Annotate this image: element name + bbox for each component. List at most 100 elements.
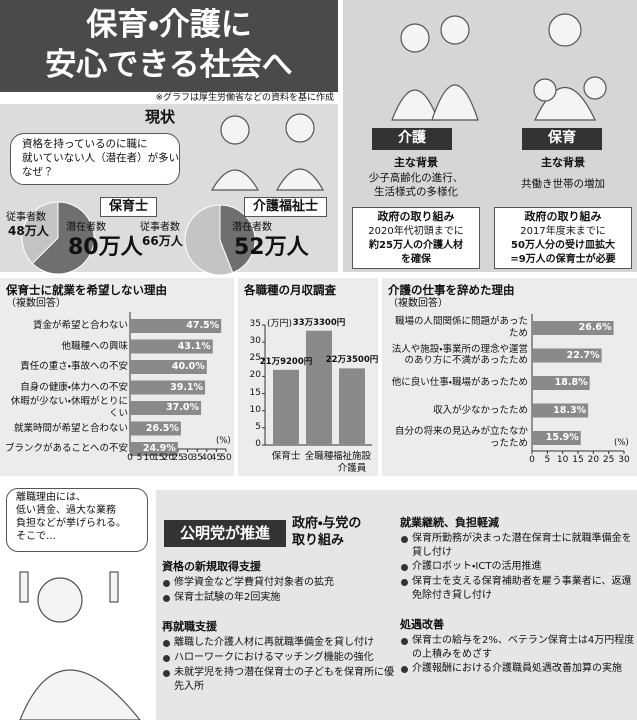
x-tick-label: 保育士	[271, 451, 301, 462]
bar-label: 収入が少なかったため	[432, 404, 528, 416]
source-note: ※グラフは厚生労働省などの資料を基に作成	[155, 93, 334, 103]
x-tick-label: 45	[210, 453, 223, 463]
bar	[130, 319, 222, 333]
x-tick-label: 40	[201, 453, 213, 463]
pie-value-label: 52万人	[234, 235, 309, 260]
x-tick-label: 10	[143, 453, 155, 463]
x-tick-label: 30	[181, 453, 194, 463]
speech-line: 低い賃金、過大な業務	[16, 505, 116, 516]
x-tick-label: 20	[587, 455, 600, 465]
value-label: 26.6%	[578, 322, 612, 333]
care-bg-line: 生活様式の多様化	[374, 186, 458, 198]
bar	[532, 376, 590, 390]
care-bg-heading: 主な背景	[394, 156, 438, 169]
value-label: 18.8%	[554, 377, 588, 388]
y-tick-label: 0	[255, 439, 261, 449]
bar	[130, 360, 207, 374]
value-label: 22万3500円	[325, 355, 379, 366]
x-tick-label: 15	[153, 453, 165, 463]
pie-category: 従事者数	[140, 222, 180, 233]
bar	[339, 368, 365, 445]
bar-label: 自分の将来の見込みが立たなかったため	[394, 426, 528, 449]
care-gov-line: 約25万人の介護人材	[369, 240, 463, 251]
chart-subtitle: （複数回答）	[388, 298, 448, 309]
x-tick-label: 35	[191, 453, 203, 463]
y-tick-label: 5	[255, 421, 261, 432]
section-item: 修学資金など学費貸付対象者の拡充	[162, 576, 402, 590]
value-label: 24.9%	[142, 443, 176, 454]
y-tick-label: 10	[249, 404, 261, 415]
bar	[130, 401, 202, 415]
bar-label: 法人や施設・事業所の理念や運営のあり方に不満があったため	[391, 343, 528, 367]
pie-title: 保育士	[100, 197, 158, 218]
title-line: 安心できる社会へ	[45, 47, 293, 83]
bar	[532, 321, 614, 335]
bar	[130, 442, 178, 456]
value-label: 26.5%	[145, 422, 179, 434]
y-tick-label: 15	[249, 387, 261, 398]
chart-title: 保育士に就業を希望しない理由	[6, 283, 167, 297]
value-label: 43.1%	[177, 340, 211, 352]
section-item: 未就学児を持つ潜在保育士の子どもを保育所に優先入所	[162, 666, 402, 693]
x-tick-label: 20	[162, 453, 175, 463]
section-heading: 処遇改善	[400, 618, 444, 631]
childcare-gov-heading: 政府の取り組み	[524, 210, 602, 223]
speech-line: 負担などが挙げられる。	[16, 518, 126, 529]
question-bubble	[10, 133, 180, 185]
value-label: 47.5%	[186, 320, 220, 331]
axis-unit: (%)	[216, 436, 231, 446]
childcare-bg-heading: 主な背景	[541, 156, 585, 169]
chart1-panel	[0, 278, 234, 476]
pie-category: 潜在者数	[66, 222, 106, 233]
speech-bubble	[6, 488, 148, 552]
x-tick-label: 福祉施設介護員	[332, 451, 371, 474]
pie-slice	[21, 201, 59, 265]
childcare-gov-line: 2017年度末までに	[520, 226, 606, 237]
value-label: 39.1%	[170, 381, 204, 393]
bar-label: 就業時間が希望と合わない	[13, 422, 128, 434]
childcare-gov-box	[494, 207, 632, 269]
x-tick-label: 0	[127, 453, 133, 463]
value-label: 40.0%	[171, 361, 205, 372]
value-label: 15.9%	[545, 432, 579, 443]
bar-label: 責任の重さ・事故への不安	[20, 361, 128, 372]
bar-label: 職場の人間関係に問題があったため	[394, 316, 528, 339]
pie-category: 潜在者数	[232, 222, 272, 233]
y-tick-label: 25	[249, 353, 261, 364]
chart3-panel	[382, 278, 637, 476]
section-heading: 現状	[144, 108, 175, 126]
pie-category: 従事者数	[6, 212, 46, 223]
pie-value-label: 66万人	[142, 234, 183, 248]
pie-value-label: 48万人	[8, 224, 49, 238]
bar	[130, 339, 213, 354]
speech-line: そこで…	[16, 531, 56, 542]
care-gov-line: を確保	[401, 254, 431, 265]
x-tick-label: 50	[220, 453, 232, 463]
speech-line: 離職理由には、	[16, 492, 86, 503]
care-bg-line: 少子高齢化の進行、	[368, 172, 464, 184]
x-tick-label: 全職種	[304, 451, 334, 462]
chart-title: 介護の仕事を辞めた理由	[388, 283, 515, 297]
care-gov-line: 2020年代初頭までに	[368, 226, 464, 237]
bar	[130, 421, 181, 436]
bar	[306, 330, 332, 445]
x-tick-label: 25	[602, 455, 615, 465]
care-gov-box	[352, 207, 480, 269]
bar-label: 他に良い仕事・職場があったため	[391, 377, 528, 388]
axis-unit: (万円)	[267, 319, 293, 329]
chart-subtitle: （複数回答）	[6, 298, 66, 309]
illustration	[19, 13, 607, 720]
section-item: 保育士の給与を2%、ベテラン保育士は4万円程度の上積みをめざす	[400, 634, 637, 661]
bar	[273, 369, 299, 445]
x-tick-label: 5	[544, 455, 551, 465]
title-panel	[0, 0, 338, 92]
section-heading: 資格の新規取得支援	[162, 560, 261, 573]
x-tick-label: 10	[556, 455, 569, 465]
chart-title: 各職種の月収調査	[244, 283, 336, 297]
bar	[532, 348, 602, 363]
section-item: 介護ロボット・ICTの活用推進	[400, 560, 637, 574]
bar	[532, 403, 589, 418]
bar-label: 自身の健康・体力への不安	[20, 381, 128, 393]
value-label: 37.0%	[166, 402, 200, 413]
value-label: 22.7%	[566, 349, 600, 361]
